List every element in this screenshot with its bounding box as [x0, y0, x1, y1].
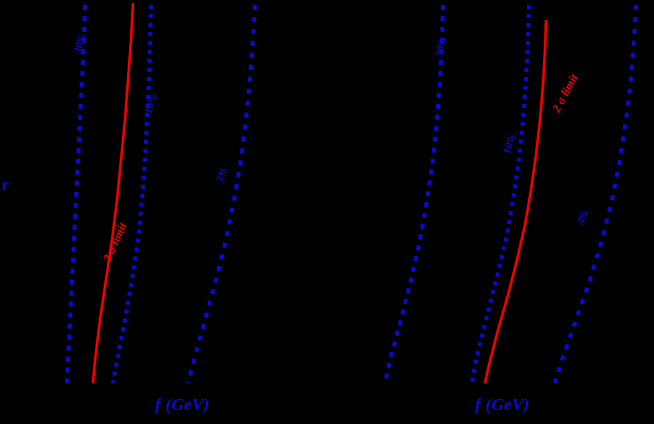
- curve-10-percent-right: [470, 4, 531, 384]
- curve-3-percent-right: [553, 4, 638, 384]
- curve-2sigma-limit-left: [91, 2, 135, 384]
- y-axis-label-left: r: [2, 175, 9, 194]
- plot-curves-left: [65, 2, 257, 384]
- curve-3-percent-left: [186, 4, 257, 384]
- plot-panel-right: [330, 0, 654, 424]
- curve-30-percent-right: [383, 4, 445, 384]
- plot-panel-left: [65, 2, 257, 384]
- plot-curves-right: [383, 4, 638, 384]
- x-axis-label-right: f (GeV): [475, 395, 530, 414]
- curve-2sigma-limit-right: [483, 19, 548, 384]
- curve-30-percent-left: [65, 4, 87, 384]
- x-axis-label-left: f (GeV): [155, 395, 210, 414]
